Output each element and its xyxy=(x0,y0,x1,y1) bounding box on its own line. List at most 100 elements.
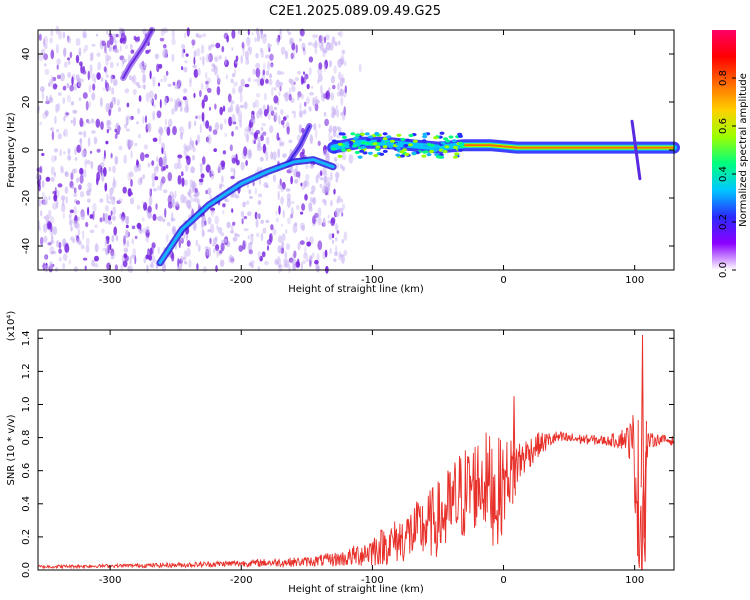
spectrogram-noise-blob xyxy=(137,163,142,172)
spectrogram-noise-blob xyxy=(206,77,211,84)
spectrogram-noise-blob xyxy=(171,108,175,115)
spectrogram-noise-blob xyxy=(253,132,258,139)
spectrogram-noise-blob xyxy=(84,44,89,51)
spectrogram-noise-blob xyxy=(274,258,279,266)
spectrogram-noise-blob xyxy=(96,52,101,57)
spectrogram-noise-blob xyxy=(60,72,65,82)
spectrogram-noise-blob xyxy=(303,101,307,107)
spectrogram-noise-blob xyxy=(325,182,331,192)
spectrogram-noise-blob xyxy=(131,76,135,83)
spectrogram-noise-blob xyxy=(213,64,216,70)
spectrogram-noise-blob xyxy=(256,110,260,119)
spectrogram-noise-blob xyxy=(311,185,316,193)
spectrogram-noise-blob xyxy=(125,128,130,132)
main-trace-speckle xyxy=(426,153,432,157)
spectrogram-noise-blob xyxy=(87,182,92,189)
spectrogram-noise-blob xyxy=(141,60,145,67)
spectrogram-noise-blob xyxy=(324,63,326,73)
spectrogram-noise-blob xyxy=(274,111,278,122)
spectrogram-noise-blob xyxy=(160,181,162,192)
spectrogram-noise-blob xyxy=(149,188,151,197)
spectrogram-noise-blob xyxy=(49,37,53,44)
spectrogram-noise-blob xyxy=(145,254,149,260)
spectrogram-noise-blob xyxy=(181,66,184,71)
spectrogram-noise-blob xyxy=(314,46,318,55)
spectrogram-noise-blob xyxy=(340,96,344,107)
spectrogram-noise-blob xyxy=(197,198,200,206)
main-trace-speckle xyxy=(357,155,363,159)
spectrogram-noise-blob xyxy=(193,92,196,99)
spectrogram-noise-blob xyxy=(207,87,212,93)
spectrogram-noise-blob xyxy=(262,69,266,76)
spectrogram-noise-blob xyxy=(222,105,226,112)
spectrogram-noise-blob xyxy=(200,82,204,90)
spectrogram-noise-blob xyxy=(275,210,278,216)
spectrogram-noise-blob xyxy=(44,63,47,67)
spectrogram-noise-blob xyxy=(300,182,303,187)
spectrogram-noise-blob xyxy=(250,131,255,136)
spectrogram-noise-blob xyxy=(338,207,344,213)
spectrogram-noise-blob xyxy=(260,47,263,53)
spectrogram-noise-blob xyxy=(186,247,191,257)
spectrogram-noise-blob xyxy=(304,180,310,188)
spectrogram-noise-blob xyxy=(248,262,253,267)
spectrogram-noise-blob xyxy=(142,174,145,180)
spectrogram-noise-blob xyxy=(218,250,223,254)
spectrogram-noise-blob xyxy=(171,225,177,235)
spectrogram-noise-blob xyxy=(104,237,107,248)
spectrogram-noise-blob xyxy=(299,28,305,37)
spectrogram-noise-blob xyxy=(42,223,48,233)
spectrogram-noise-blob xyxy=(113,179,117,189)
main-trace-speckle xyxy=(404,152,410,156)
spectrogram-noise-blob xyxy=(107,200,111,205)
spectrogram-noise-blob xyxy=(299,38,302,42)
spectrogram-noise-blob xyxy=(62,262,65,270)
spectrogram-noise-blob xyxy=(328,233,333,240)
snr-panel: -300 -200 -100 0 100 0.0 0.2 0.4 0.6 0.8 1.0 1.2 1.… xyxy=(6,311,675,595)
spectrogram-noise-blob xyxy=(293,264,297,272)
spectrogram-noise-blob xyxy=(188,120,192,129)
spectrogram-noise-blob xyxy=(233,68,237,75)
spectrogram-noise-blob xyxy=(91,130,96,134)
spectrogram-noise-blob xyxy=(71,168,76,174)
y-tick-label: -20 xyxy=(21,190,32,206)
spectrogram-noise-blob xyxy=(251,32,254,36)
spectrogram-noise-blob xyxy=(232,87,236,95)
spectrogram-noise-blob xyxy=(91,119,95,124)
spectrogram-noise-blob xyxy=(185,155,190,160)
spectrogram-noise-blob xyxy=(192,146,196,153)
snr-y-multiplier: (x10⁴) xyxy=(6,311,17,342)
spectrogram-noise-blob xyxy=(213,248,216,254)
spectrogram-noise-blob xyxy=(199,89,202,98)
main-trace-speckle xyxy=(359,149,365,153)
main-trace-speckle xyxy=(390,139,395,143)
spectrogram-noise-blob xyxy=(222,203,226,208)
spectrogram-noise-blob xyxy=(223,238,228,244)
spectrogram-noise-blob xyxy=(181,44,186,50)
spectrogram-noise-blob xyxy=(263,108,268,117)
spectrogram-noise-blob xyxy=(85,159,91,165)
spectrogram-noise-blob xyxy=(130,44,133,50)
main-trace-speckle xyxy=(375,145,381,149)
spectrogram-noise-blob xyxy=(92,83,96,91)
spectrogram-noise-blob xyxy=(330,75,336,84)
spectrogram-noise-blob xyxy=(105,247,109,256)
spectrogram-noise-blob xyxy=(124,88,130,94)
spectrogram-noise-blob xyxy=(39,121,43,126)
spectrogram-noise-blob xyxy=(79,117,84,128)
spectrogram-noise-blob xyxy=(290,52,294,60)
spectrogram-noise-blob xyxy=(214,215,219,225)
spectrogram-noise-blob xyxy=(304,246,307,256)
spectrogram-noise-blob xyxy=(45,95,49,103)
main-trace-speckle xyxy=(341,148,347,152)
spectrogram-x-ticks: -300 -200 -100 0 100 xyxy=(99,30,644,286)
spectrogram-noise-blob xyxy=(87,206,90,216)
spectrogram-noise-blob xyxy=(65,196,68,204)
spectrogram-noise-blob xyxy=(128,265,134,274)
spectrogram-noise-blob xyxy=(341,203,346,210)
spectrogram-noise-blob xyxy=(205,136,210,143)
spectrogram-noise-blob xyxy=(192,64,198,69)
spectrogram-noise-blob xyxy=(152,187,158,192)
spectrogram-noise-blob xyxy=(217,226,223,234)
spectrogram-noise-blob xyxy=(280,186,284,193)
